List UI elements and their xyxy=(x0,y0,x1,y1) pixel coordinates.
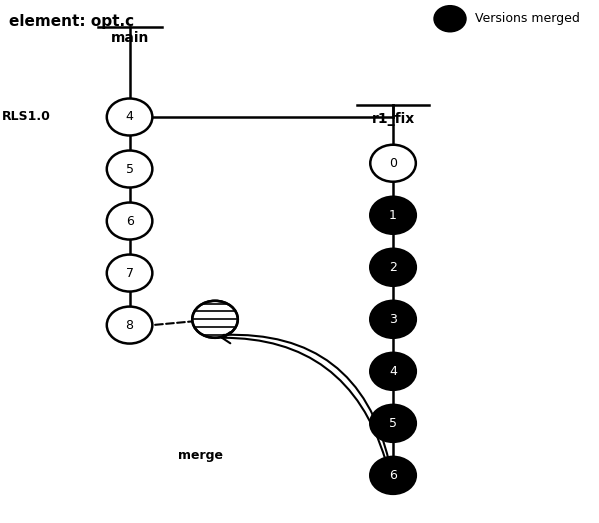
Circle shape xyxy=(107,255,152,291)
Text: element: opt.c: element: opt.c xyxy=(8,14,134,29)
Circle shape xyxy=(370,145,416,181)
Text: 6: 6 xyxy=(126,214,134,228)
Text: 2: 2 xyxy=(389,261,397,274)
Circle shape xyxy=(370,249,416,286)
Circle shape xyxy=(370,353,416,390)
FancyArrowPatch shape xyxy=(222,332,385,460)
Text: 1: 1 xyxy=(389,209,397,222)
Circle shape xyxy=(434,6,465,31)
Text: 8: 8 xyxy=(126,319,134,332)
Text: 3: 3 xyxy=(389,313,397,326)
Circle shape xyxy=(370,405,416,442)
Circle shape xyxy=(370,197,416,234)
Text: 6: 6 xyxy=(389,469,397,482)
Text: Versions merged: Versions merged xyxy=(475,12,580,25)
Text: 7: 7 xyxy=(126,267,134,280)
Circle shape xyxy=(107,151,152,188)
Text: merge: merge xyxy=(179,449,223,462)
Text: 4: 4 xyxy=(389,365,397,378)
Text: main: main xyxy=(110,31,149,45)
Circle shape xyxy=(370,301,416,338)
Text: r1_fix: r1_fix xyxy=(371,112,415,126)
Text: 5: 5 xyxy=(389,417,397,430)
Text: RLS1.0: RLS1.0 xyxy=(1,110,50,123)
Text: 4: 4 xyxy=(126,110,134,123)
Text: 5: 5 xyxy=(126,163,134,176)
FancyArrowPatch shape xyxy=(223,335,389,462)
Circle shape xyxy=(107,98,152,135)
Text: 0: 0 xyxy=(389,157,397,170)
Circle shape xyxy=(107,306,152,344)
Circle shape xyxy=(370,457,416,494)
Circle shape xyxy=(107,202,152,240)
Circle shape xyxy=(192,301,238,338)
